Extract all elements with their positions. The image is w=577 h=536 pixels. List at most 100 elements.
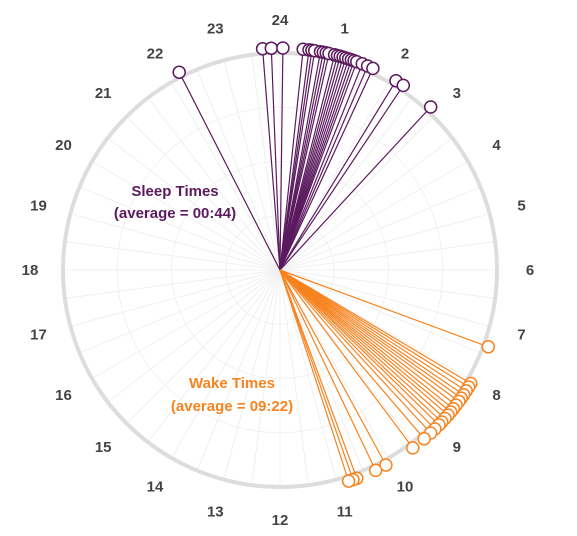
grid-spoke [64, 241, 281, 271]
wake-point[interactable] [379, 458, 393, 472]
hour-label-19: 19 [30, 197, 47, 214]
hour-label-17: 17 [30, 327, 47, 344]
grid-spoke [279, 269, 490, 327]
grid-spoke [79, 269, 281, 354]
sleep-line [270, 48, 281, 271]
grid-spoke [171, 81, 281, 271]
hour-label-23: 23 [207, 21, 224, 38]
grid-spoke [70, 269, 281, 327]
grid-spoke [279, 269, 481, 354]
hour-label-22: 22 [147, 46, 164, 63]
sleep-line [279, 65, 369, 271]
sleep-average-label: (average = 00:44) [114, 205, 236, 222]
wake-line [279, 269, 470, 388]
sleep-line [279, 49, 304, 271]
wake-line [279, 269, 358, 479]
sleep-line [279, 61, 358, 271]
grid-spoke [279, 116, 434, 271]
grid-spoke [279, 137, 453, 271]
wake-point[interactable] [368, 463, 383, 478]
sleep-line [279, 68, 374, 271]
grid-spoke [126, 269, 281, 424]
sleep-point[interactable] [276, 41, 290, 55]
wake-line [279, 269, 443, 423]
wake-times-label: Wake Times [189, 375, 275, 392]
wake-line [279, 269, 377, 471]
wake-line [279, 269, 489, 348]
sleep-point[interactable] [264, 41, 279, 55]
sleep-point[interactable] [366, 61, 380, 76]
hour-label-3: 3 [453, 85, 461, 102]
wake-line [279, 269, 414, 449]
grid-spoke [91, 269, 281, 379]
sleep-line [279, 50, 316, 271]
sleep-line [279, 47, 284, 271]
sleep-line [279, 85, 404, 271]
grid-spoke [107, 269, 281, 403]
grid-spoke [251, 54, 281, 271]
hour-label-9: 9 [453, 439, 461, 456]
hour-label-13: 13 [207, 504, 224, 521]
grid-spoke [279, 269, 389, 459]
grid-spoke [279, 161, 469, 271]
wake-point[interactable] [406, 441, 420, 455]
grid-spoke [279, 97, 413, 271]
hour-label-7: 7 [517, 327, 525, 344]
wake-line [279, 269, 454, 410]
hour-label-12: 12 [272, 512, 289, 529]
hour-label-21: 21 [95, 85, 112, 102]
wake-line [279, 269, 432, 434]
sleep-line [279, 80, 397, 271]
wake-line [279, 269, 467, 392]
wake-line [279, 269, 462, 399]
sleep-line [279, 106, 432, 271]
grid-spoke [279, 213, 490, 271]
grid-spoke [64, 269, 281, 299]
wake-point[interactable] [341, 474, 356, 488]
hour-label-8: 8 [492, 387, 500, 404]
hour-label-15: 15 [95, 439, 112, 456]
grid-spoke [223, 60, 281, 271]
wake-line [279, 269, 440, 426]
wake-line [279, 269, 446, 419]
wake-line [279, 269, 460, 402]
grid-spoke [147, 269, 281, 443]
grid-spoke [279, 81, 389, 271]
wake-point[interactable] [417, 432, 431, 446]
hour-label-14: 14 [147, 479, 164, 496]
sleep-point[interactable] [423, 100, 438, 114]
grid-spoke [126, 116, 281, 271]
wake-line [279, 269, 425, 440]
hour-label-2: 2 [401, 46, 409, 63]
grid-spoke [91, 161, 281, 271]
hour-label-20: 20 [55, 137, 72, 154]
sleep-line [178, 71, 281, 271]
hour-label-1: 1 [341, 21, 349, 38]
sleep-point[interactable] [396, 78, 411, 93]
wake-average-label: (average = 09:22) [171, 398, 293, 415]
wake-line [279, 269, 387, 466]
grid-spoke [107, 137, 281, 271]
grid-spoke [279, 269, 364, 471]
sleep-line [279, 53, 330, 271]
wake-line [279, 269, 354, 480]
hour-label-10: 10 [397, 479, 414, 496]
grid-spoke [79, 186, 281, 271]
sleep-line [279, 63, 363, 271]
wake-line [279, 269, 449, 416]
grid-spoke [279, 269, 309, 486]
grid-spoke [147, 97, 281, 271]
grid-spoke [279, 241, 496, 271]
hour-label-6: 6 [526, 262, 534, 279]
sleep-point[interactable] [172, 65, 186, 79]
sleep-times-label: Sleep Times [131, 183, 218, 200]
hour-label-5: 5 [517, 197, 525, 214]
wake-line [279, 269, 457, 406]
grid-spoke [171, 269, 281, 459]
grid-spoke [279, 186, 481, 271]
grid-spoke [70, 213, 281, 271]
grid-spoke [279, 269, 337, 480]
wake-point[interactable] [481, 340, 496, 354]
grid-spoke [279, 269, 496, 299]
